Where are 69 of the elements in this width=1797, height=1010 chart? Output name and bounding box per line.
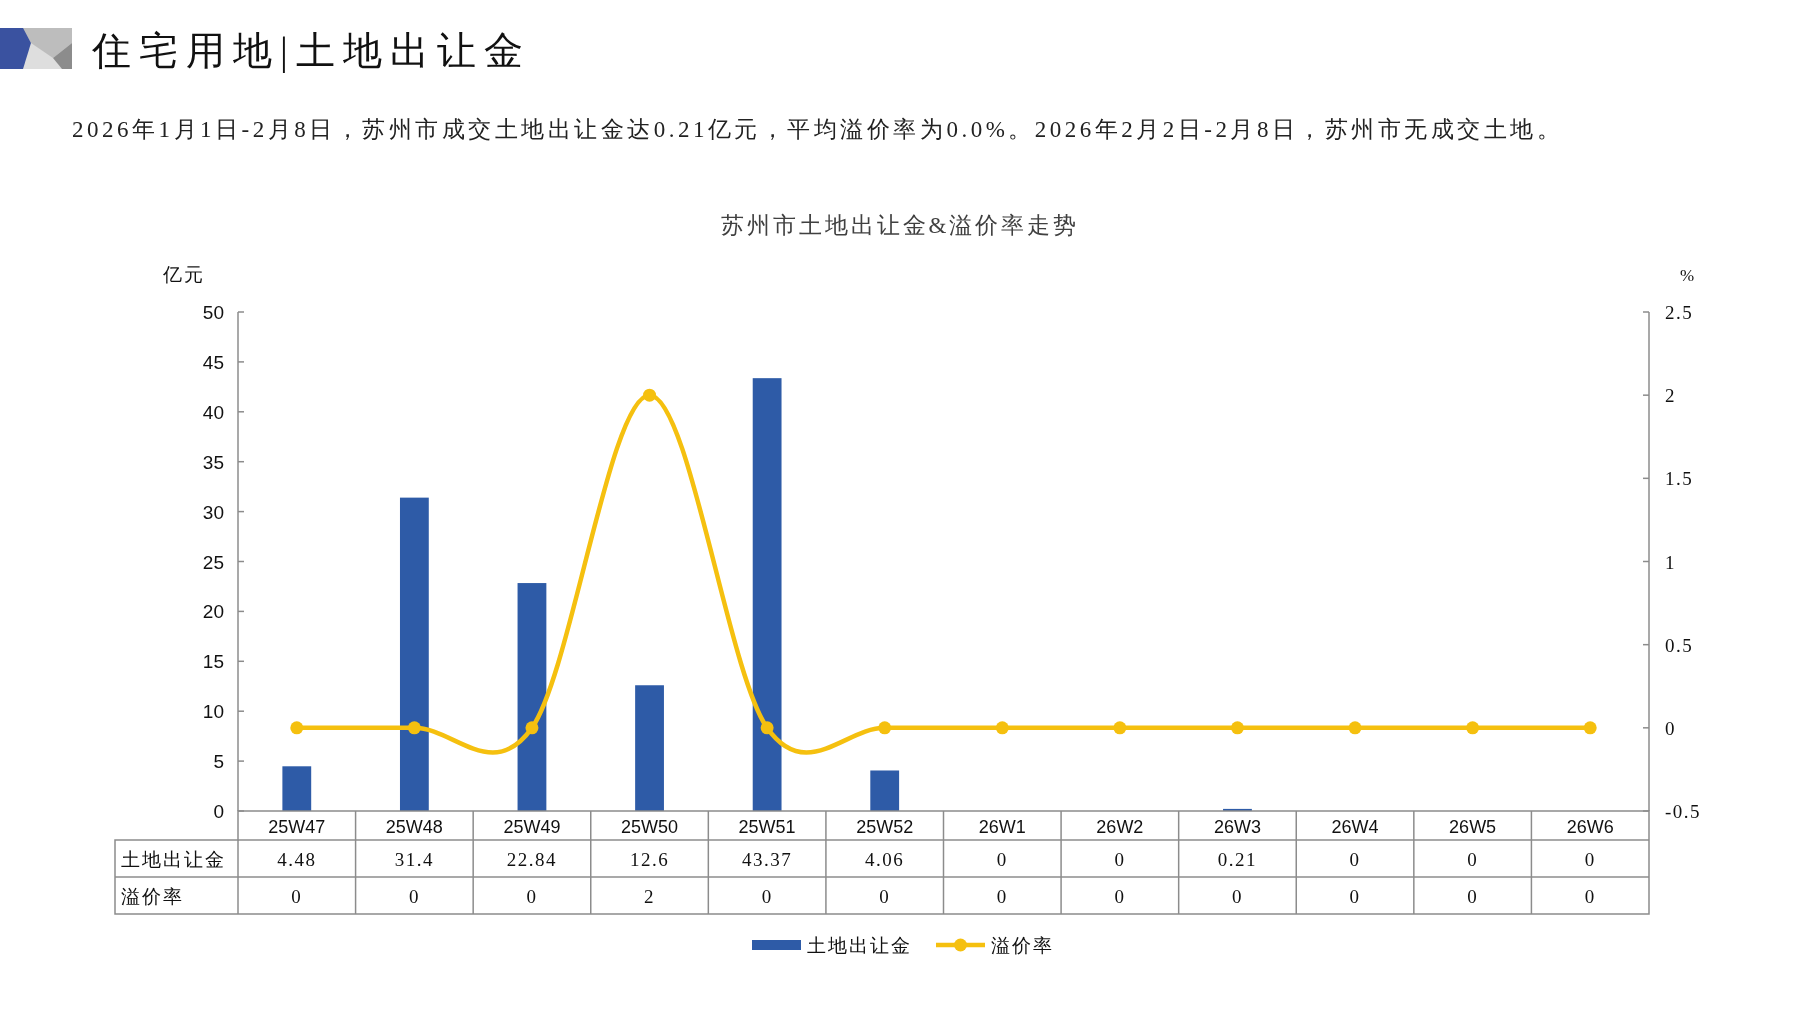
data-label: 0 — [1114, 848, 1126, 870]
x-tick-label: 26W6 — [1566, 816, 1614, 837]
data-label: 4.48 — [277, 848, 317, 870]
data-label: 2 — [644, 885, 656, 907]
y2-tick-label: -0.5 — [1665, 801, 1702, 822]
y-tick-label: 10 — [202, 701, 224, 723]
y2-tick-label: 0.5 — [1665, 634, 1694, 656]
y-axis-title: 亿元 — [162, 264, 205, 285]
legend-label: 土地出让金 — [807, 935, 912, 956]
data-label: 22.84 — [506, 848, 558, 870]
x-tick-label: 25W47 — [268, 816, 326, 837]
y2-tick-label: 1 — [1665, 551, 1676, 573]
x-tick-label: 26W1 — [978, 816, 1026, 837]
x-tick-label: 26W2 — [1096, 816, 1144, 837]
data-label: 0 — [1114, 885, 1126, 907]
data-label: 0 — [996, 848, 1008, 870]
bar — [870, 770, 900, 811]
y2-tick-label: 2.5 — [1665, 302, 1694, 323]
y-tick-label: 40 — [202, 401, 224, 423]
data-label: 0 — [761, 885, 773, 907]
data-label: 0 — [1584, 885, 1596, 907]
data-label: 0.21 — [1217, 848, 1258, 870]
bar — [752, 378, 782, 811]
y-tick-label: 20 — [202, 601, 224, 623]
data-label: 0 — [526, 885, 538, 907]
data-label: 0 — [879, 885, 891, 907]
x-tick-label: 25W52 — [856, 816, 914, 837]
data-label: 12.6 — [629, 848, 670, 870]
bar — [399, 497, 429, 811]
y-tick-label: 35 — [202, 451, 224, 473]
y-tick-label: 15 — [202, 651, 224, 673]
y-tick-label: 45 — [202, 351, 224, 373]
text: 住宅用地|土地出让金 — [91, 29, 531, 73]
data-label: 43.37 — [742, 848, 793, 870]
y2-tick-label: 1.5 — [1665, 468, 1694, 490]
y2-tick-label: 2 — [1665, 385, 1676, 407]
data-label: 31.4 — [394, 848, 434, 870]
data-label: 4.06 — [865, 848, 905, 870]
data-label: 0 — [1349, 885, 1361, 907]
text: 土地出让金 — [121, 848, 226, 870]
data-label: 0 — [1349, 848, 1361, 870]
y-tick-label: 25 — [202, 551, 224, 573]
x-tick-label: 25W49 — [503, 816, 561, 837]
data-label: 0 — [1467, 848, 1479, 870]
legend-label: 溢价率 — [991, 935, 1054, 956]
bar — [282, 766, 312, 811]
x-tick-label: 25W50 — [621, 816, 679, 837]
data-label: 0 — [408, 885, 420, 907]
bar — [635, 685, 664, 811]
y2-axis-title: % — [1679, 266, 1695, 285]
y-tick-label: 5 — [213, 751, 224, 773]
y-tick-label: 50 — [202, 302, 224, 323]
y-tick-label: 0 — [213, 801, 224, 822]
chart-title: 苏州市土地出让金&溢价率走势 — [720, 213, 1080, 238]
x-tick-label: 25W51 — [738, 816, 796, 837]
data-label: 0 — [1231, 885, 1243, 907]
x-tick-label: 26W3 — [1213, 816, 1261, 837]
y-tick-label: 30 — [202, 501, 224, 523]
data-label: 0 — [1584, 848, 1596, 870]
y2-tick-label: 0 — [1665, 717, 1676, 739]
x-tick-label: 26W5 — [1449, 816, 1497, 837]
text: 溢价率 — [121, 885, 184, 907]
data-label: 0 — [291, 885, 303, 907]
data-label: 0 — [996, 885, 1008, 907]
x-tick-label: 26W4 — [1331, 816, 1379, 837]
bar — [517, 583, 547, 811]
data-label: 0 — [1467, 885, 1479, 907]
chart-subtitle: 2026年1月1日-2月8日，苏州市成交土地出让金达0.21亿元，平均溢价率为0.0%。2026年2月2日-2月8日，苏州市无成交土地。 — [72, 117, 1564, 142]
x-tick-label: 25W48 — [385, 816, 443, 837]
